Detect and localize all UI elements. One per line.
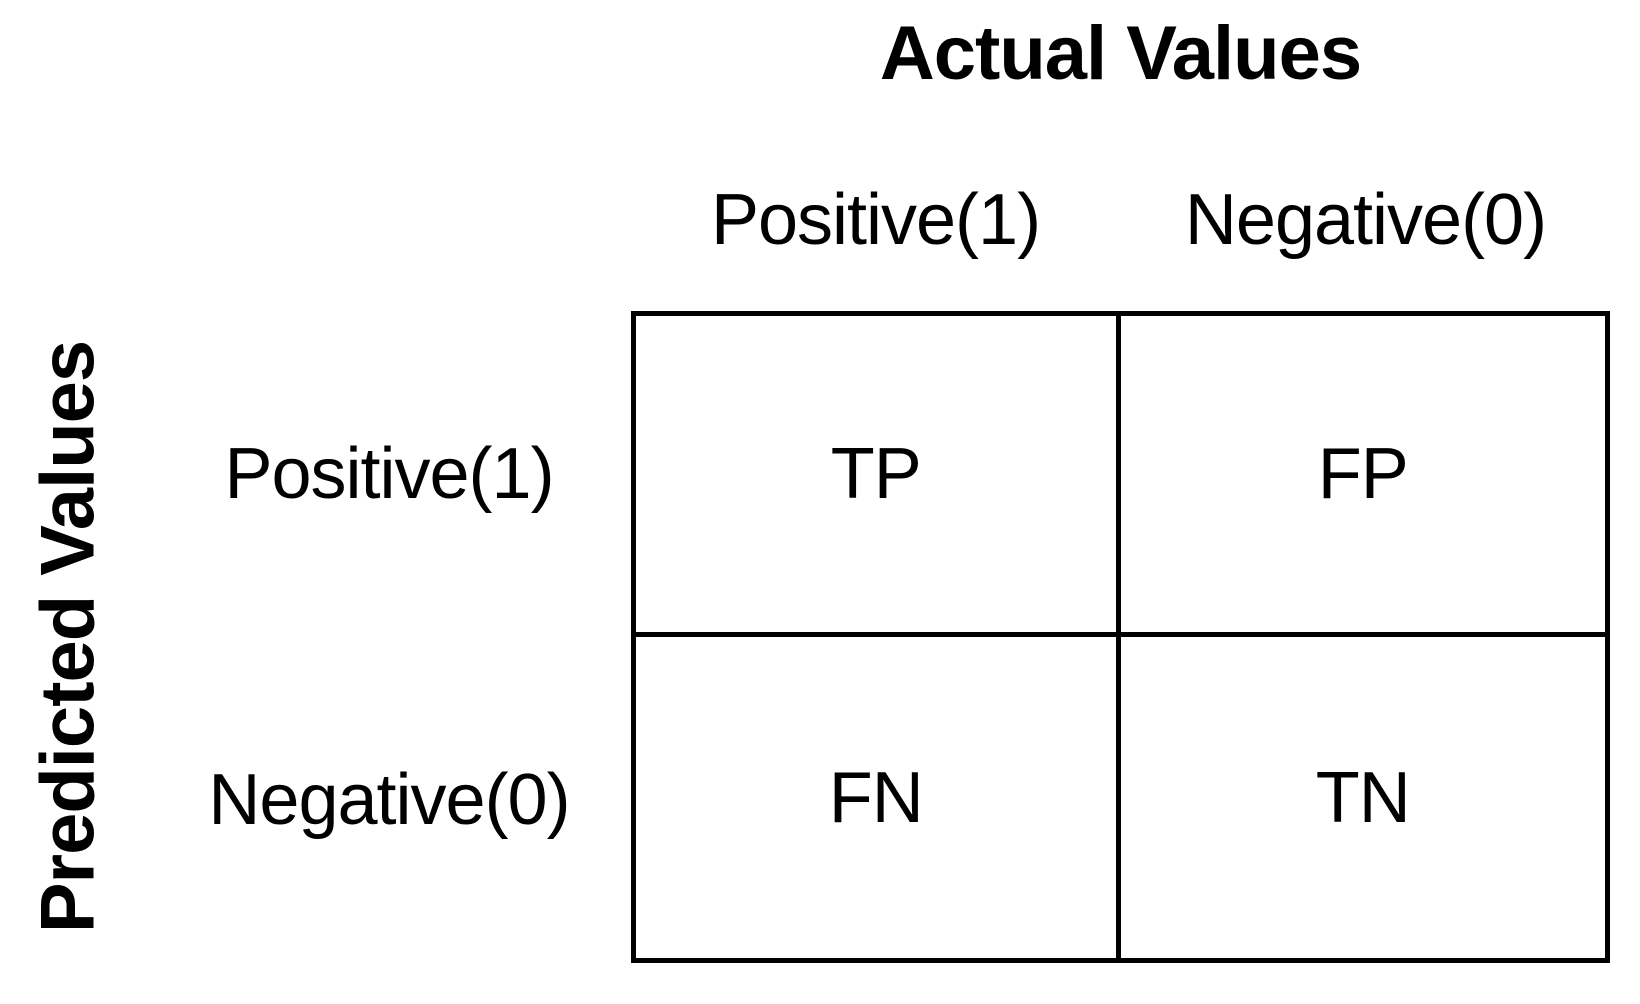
column-header-negative: Negative(0) <box>1184 180 1547 260</box>
x-axis-title: Actual Values <box>879 10 1362 96</box>
cell-false-negative: FN <box>636 637 1121 958</box>
cell-true-negative: TN <box>1315 757 1411 838</box>
column-header-positive: Positive(1) <box>710 180 1041 260</box>
cell-true-positive: TP <box>636 316 1121 637</box>
row-header-positive: Positive(1) <box>224 434 554 514</box>
cell-false-positive: FP <box>1120 316 1605 637</box>
row-header-negative: Negative(0) <box>208 760 570 840</box>
matrix-grid: TP FP FN TN <box>631 311 1610 963</box>
